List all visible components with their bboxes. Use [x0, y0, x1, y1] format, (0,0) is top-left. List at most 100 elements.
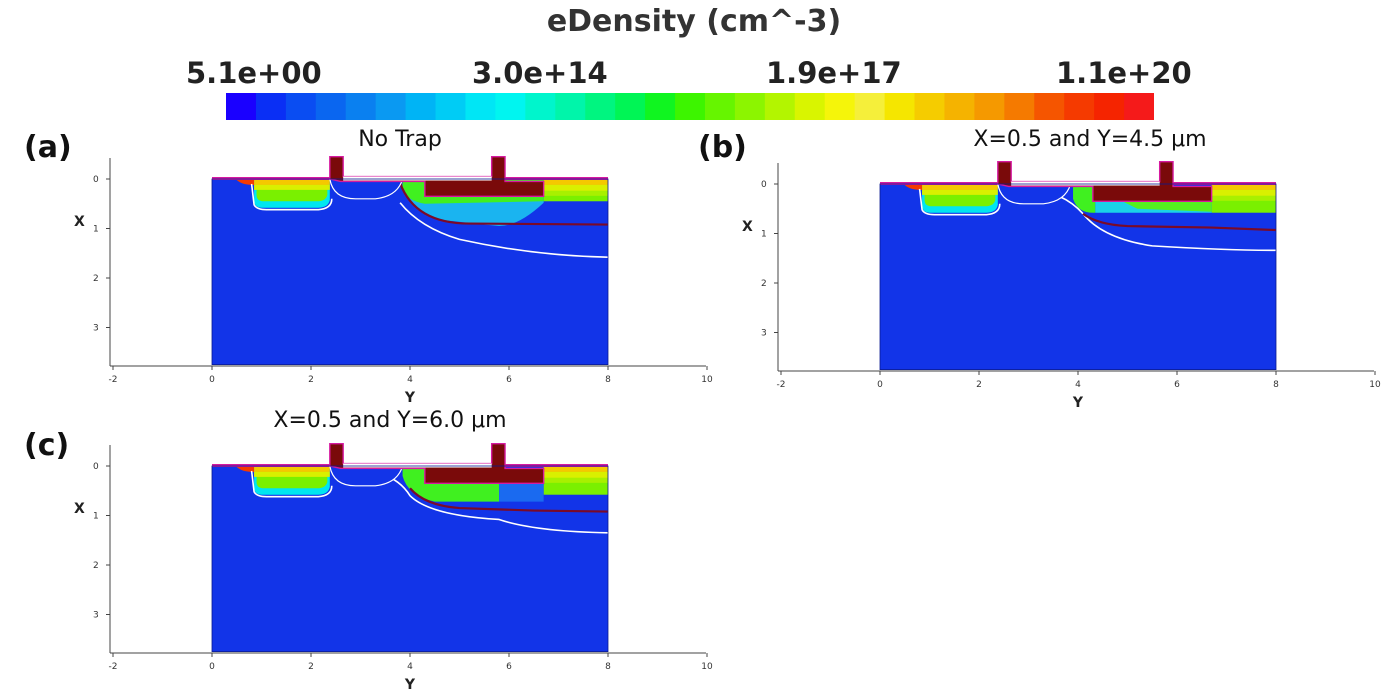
- colorbar-segment: [226, 93, 257, 120]
- drain-well: [543, 466, 608, 495]
- panel-c-plot: 0 1 2 3 -2 0 2 4 6 8 10 Y X: [74, 443, 713, 693]
- panel-b-plot: 0 1 2 3 -2 0 2 4 6 8 10 Y X: [742, 161, 1381, 411]
- colorbar-segment: [1064, 93, 1095, 120]
- colorbar-segment: [914, 93, 946, 120]
- colorbar-segment: [944, 93, 975, 120]
- x-tick-label: 0: [209, 375, 215, 385]
- y-axis-label: X: [742, 219, 753, 235]
- colorbar-segment: [645, 93, 676, 120]
- colorbar-segment: [255, 93, 287, 120]
- contour-line: [1082, 212, 1277, 232]
- panel-a-letter: (a): [24, 130, 72, 165]
- colorbar-segment: [1004, 93, 1035, 120]
- colorbar-segment: [764, 93, 796, 120]
- x-tick-label: 0: [209, 662, 215, 672]
- y-axis-label: X: [74, 214, 85, 230]
- colorbar-label-2: 3.0e+14: [472, 56, 608, 90]
- x-tick-label: 2: [976, 380, 982, 390]
- panel-c-letter: (c): [24, 428, 70, 463]
- x-tick-label: 4: [407, 662, 413, 672]
- y-tick-label: 3: [93, 611, 99, 621]
- panel-a-title: No Trap: [358, 127, 442, 152]
- colorbar-segment: [285, 93, 317, 120]
- y-tick-label: 2: [93, 561, 99, 571]
- x-tick-label: 6: [1174, 380, 1180, 390]
- y-tick-label: 1: [93, 225, 99, 235]
- colorbar: [226, 93, 1154, 120]
- x-tick-label: 10: [701, 662, 713, 672]
- colorbar-segment: [675, 93, 706, 120]
- colorbar-segment: [974, 93, 1005, 120]
- colorbar-segment: [525, 93, 556, 120]
- x-tick-label: 2: [308, 375, 314, 385]
- gate-electrode: [329, 443, 545, 485]
- y-tick-label: 0: [93, 175, 99, 185]
- panel-b-letter: (b): [698, 130, 747, 165]
- colorbar-segment: [824, 93, 856, 120]
- colorbar-segment: [405, 93, 437, 120]
- y-tick-label: 3: [93, 324, 99, 334]
- x-tick-label: 8: [605, 375, 611, 385]
- colorbar-segment: [1094, 93, 1125, 120]
- colorbar-segment: [854, 93, 886, 120]
- drain-well: [543, 179, 608, 202]
- x-tick-label: 4: [1075, 380, 1081, 390]
- y-tick-label: 3: [761, 329, 767, 339]
- gate-electrode: [329, 156, 545, 198]
- colorbar-segment: [704, 93, 736, 120]
- colorbar-segment: [495, 93, 526, 120]
- colorbar-segment: [615, 93, 646, 120]
- junction-line: [360, 470, 609, 534]
- drain-well: [1211, 184, 1276, 213]
- x-tick-label: 4: [407, 375, 413, 385]
- colorbar-segment: [555, 93, 586, 120]
- colorbar-segment: [375, 93, 407, 120]
- colorbar-segment: [465, 93, 497, 120]
- x-tick-label: 8: [605, 662, 611, 672]
- y-tick-label: 0: [761, 180, 767, 190]
- x-axis-label: Y: [404, 390, 416, 406]
- field-oxide: [329, 465, 404, 487]
- colorbar-segment: [734, 93, 766, 120]
- y-tick-label: 1: [761, 230, 767, 240]
- colorbar-segment: [1124, 93, 1154, 120]
- colorbar-title: eDensity (cm^-3): [546, 4, 842, 39]
- contour-line: [409, 487, 609, 513]
- x-tick-label: -2: [109, 375, 118, 385]
- colorbar-segment: [585, 93, 616, 120]
- y-tick-label: 0: [93, 462, 99, 472]
- x-tick-label: 0: [877, 380, 883, 390]
- colorbar-segment: [794, 93, 826, 120]
- x-tick-label: 8: [1273, 380, 1279, 390]
- field-oxide: [329, 178, 404, 200]
- x-axis-label: Y: [404, 677, 416, 693]
- colorbar-segment: [884, 93, 916, 120]
- junction-line: [399, 202, 609, 259]
- gate-electrode: [997, 161, 1213, 203]
- y-axis-label: X: [74, 501, 85, 517]
- colorbar-label-min: 5.1e+00: [186, 56, 322, 90]
- x-tick-label: 10: [1369, 380, 1381, 390]
- colorbar-segment: [315, 93, 347, 120]
- panel-c-title: X=0.5 and Y=6.0 μm: [273, 408, 507, 433]
- x-tick-label: -2: [777, 380, 786, 390]
- x-tick-label: -2: [109, 662, 118, 672]
- device-outline: [879, 183, 1277, 371]
- x-tick-label: 6: [506, 375, 512, 385]
- contour-line: [399, 182, 609, 226]
- device-outline: [211, 465, 609, 653]
- colorbar-label-3: 1.9e+17: [766, 56, 902, 90]
- device-outline: [211, 178, 609, 366]
- source-well: [904, 184, 1001, 216]
- x-tick-label: 6: [506, 662, 512, 672]
- x-axis-label: Y: [1072, 395, 1084, 411]
- colorbar-segment: [435, 93, 467, 120]
- field-oxide: [997, 183, 1072, 205]
- source-well: [236, 179, 333, 211]
- source-well: [236, 466, 333, 498]
- y-tick-label: 2: [761, 279, 767, 289]
- colorbar-segment: [1034, 93, 1065, 120]
- y-tick-label: 2: [93, 274, 99, 284]
- colorbar-label-max: 1.1e+20: [1056, 56, 1192, 90]
- panel-a-plot: 0 1 2 3 -2 0 2 4 6 8 10 Y X: [74, 156, 713, 406]
